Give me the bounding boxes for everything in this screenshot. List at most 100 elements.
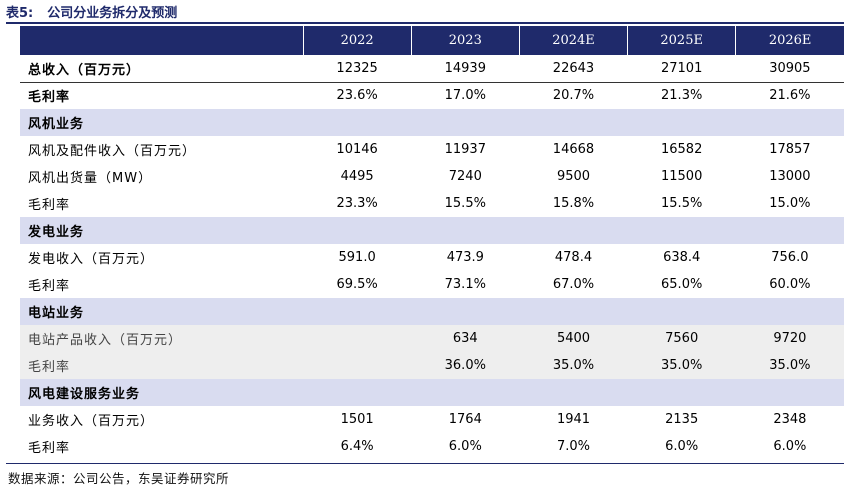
table-cell	[303, 325, 412, 352]
table-cell: 638.4	[663, 250, 701, 265]
row-label: 毛利率	[20, 352, 304, 379]
table-row: 毛利率 23.3% 15.5% 15.8% 15.5% 15.0%	[20, 190, 844, 217]
table-row: 电站产品收入（百万元） 634 5400 7560 9720	[20, 325, 844, 352]
table-cell: 15.5%	[661, 196, 703, 211]
table-cell: 4495	[340, 169, 374, 184]
table-cell: 21.3%	[661, 88, 703, 104]
table-cell: 10146	[336, 142, 378, 157]
row-label: 毛利率	[28, 279, 71, 294]
column-header: 2024E	[518, 26, 628, 55]
table-cell: 21.6%	[769, 88, 811, 104]
column-header: 2022	[302, 26, 412, 55]
table-cell: 23.6%	[336, 88, 378, 104]
table-cell: 35.0%	[627, 352, 736, 379]
top-rule	[6, 22, 844, 24]
table-cell: 634	[411, 325, 520, 352]
table-row: 毛利率 69.5% 73.1% 67.0% 65.0% 60.0%	[20, 271, 844, 298]
table-cell: 35.0%	[735, 352, 844, 379]
table-cell: 15.5%	[444, 196, 486, 211]
table-cell: 13000	[769, 169, 811, 184]
source-note: 数据来源：公司公告，东吴证券研究所	[8, 471, 230, 486]
row-label: 业务收入（百万元）	[28, 414, 155, 429]
table-cell: 12325	[303, 55, 412, 83]
table-cell: 35.0%	[519, 352, 628, 379]
row-label: 总收入（百万元）	[20, 55, 304, 83]
table-cell: 65.0%	[661, 277, 703, 292]
section-label: 电站业务	[20, 298, 844, 325]
table-cell: 20.7%	[552, 88, 595, 104]
table-cell: 6.4%	[340, 439, 374, 454]
table-cell: 11937	[444, 142, 486, 157]
row-label: 毛利率	[28, 441, 71, 456]
table-cell: 15.8%	[552, 196, 595, 211]
header-blank	[20, 26, 304, 55]
table-cell: 14939	[411, 55, 520, 83]
section-row: 风电建设服务业务	[20, 379, 844, 406]
row-label: 毛利率	[28, 90, 71, 106]
table-cell: 756.0	[771, 250, 809, 265]
section-label: 风电建设服务业务	[20, 379, 844, 406]
column-header: 2023	[410, 26, 520, 55]
table-row: 业务收入（百万元） 1501 1764 1941 2135 2348	[20, 406, 844, 433]
table-cell: 14668	[552, 142, 595, 157]
table-cell: 23.3%	[336, 196, 378, 211]
table-cell: 7560	[627, 325, 736, 352]
table-cell: 11500	[660, 169, 703, 184]
table-cell: 6.0%	[448, 439, 482, 454]
section-row: 电站业务	[20, 298, 844, 325]
section-label: 风机业务	[20, 109, 844, 136]
table-cell: 591.0	[338, 250, 376, 265]
table-cell	[303, 352, 412, 379]
row-label: 发电收入（百万元）	[28, 252, 155, 267]
table-cell: 36.0%	[411, 352, 520, 379]
table-cell: 73.1%	[444, 277, 486, 292]
table-cell: 7.0%	[556, 439, 590, 454]
table-cell: 27101	[627, 55, 736, 83]
row-label: 电站产品收入（百万元）	[20, 325, 304, 352]
table-row: 风机及配件收入（百万元） 10146 11937 14668 16582 17857	[20, 136, 844, 163]
row-label: 毛利率	[28, 198, 71, 213]
table-cell: 7240	[448, 169, 482, 184]
table-cell: 9500	[556, 169, 591, 184]
table-cell: 17857	[769, 142, 811, 157]
row-label: 风机及配件收入（百万元）	[28, 144, 197, 159]
table-cell: 1764	[448, 412, 482, 427]
table-number: 表5:	[6, 6, 34, 21]
table-cell: 30905	[735, 55, 844, 83]
table-row: 毛利率 23.6% 17.0% 20.7% 21.3% 21.6%	[20, 82, 844, 109]
section-label: 发电业务	[20, 217, 844, 244]
table-row: 毛利率 6.4% 6.0% 7.0% 6.0% 6.0%	[20, 433, 844, 460]
table-cell: 478.4	[554, 250, 593, 265]
table-cell: 60.0%	[769, 277, 811, 292]
table-cell: 5400	[519, 325, 628, 352]
bottom-rule	[6, 463, 844, 464]
table-cell: 1501	[340, 412, 374, 427]
row-label: 风机出货量（MW）	[28, 171, 153, 186]
business-breakdown-table: 2022 2023 2024E 2025E 2026E 总收入（百万元） 12325 149…	[20, 26, 844, 460]
table-cell: 67.0%	[552, 277, 595, 292]
table-cell: 2348	[773, 412, 807, 427]
header-row: 2022 2023 2024E 2025E 2026E	[20, 26, 844, 55]
section-row: 风机业务	[20, 109, 844, 136]
table-body: 总收入（百万元） 12325 14939 22643 27101 30905 毛利率 23.6…	[20, 55, 844, 460]
table-cell: 22643	[519, 55, 628, 83]
column-header: 2026E	[735, 26, 844, 55]
table-cell: 17.0%	[444, 88, 486, 104]
table-cell: 473.9	[446, 250, 484, 265]
table-row: 总收入（百万元） 12325 14939 22643 27101 30905	[20, 55, 844, 83]
table-row: 毛利率 36.0% 35.0% 35.0% 35.0%	[20, 352, 844, 379]
section-row: 发电业务	[20, 217, 844, 244]
table-cell: 15.0%	[769, 196, 811, 211]
table-cell: 1941	[556, 412, 591, 427]
table-cell: 6.0%	[665, 439, 699, 454]
table-cell: 16582	[660, 142, 703, 157]
table-row: 发电收入（百万元） 591.0 473.9 478.4 638.4 756.0	[20, 244, 844, 271]
column-header: 2025E	[627, 26, 736, 55]
table-cell: 2135	[665, 412, 699, 427]
table-cell: 69.5%	[336, 277, 378, 292]
table-row: 风机出货量（MW） 4495 7240 9500 11500 13000	[20, 163, 844, 190]
table-title: 表5: 公司分业务拆分及预测	[6, 2, 178, 21]
table-title-text: 公司分业务拆分及预测	[47, 6, 178, 21]
table-cell: 9720	[735, 325, 844, 352]
table-cell: 6.0%	[773, 439, 807, 454]
